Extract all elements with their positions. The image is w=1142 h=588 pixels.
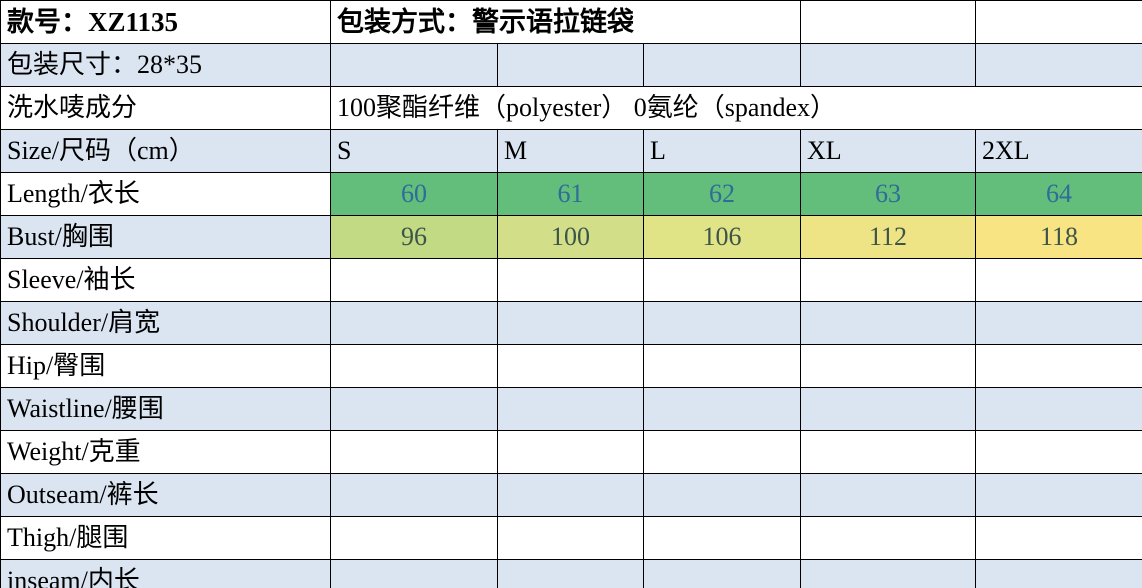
cell-empty (642, 430, 802, 474)
cell-empty (975, 0, 1142, 44)
cell-empty (497, 430, 644, 474)
cell-length-value: 61 (497, 172, 644, 216)
cell-empty (497, 301, 644, 345)
row-size-header: Size/尺码（cm） S M L XL 2XL (0, 129, 1142, 173)
row-style-number: 款号：XZ1135 包装方式：警示语拉链袋 (0, 0, 1142, 44)
cell-empty (800, 516, 977, 560)
row-shoulder: Shoulder/肩宽 (0, 301, 1142, 345)
cell-length-value: 63 (800, 172, 977, 216)
cell-packing-size: 包装尺寸：28*35 (0, 43, 331, 87)
cell-measure-label: Waistline/腰围 (0, 387, 331, 431)
cell-style-number: 款号：XZ1135 (0, 0, 331, 44)
cell-empty (975, 430, 1142, 474)
cell-empty (330, 301, 498, 345)
cell-empty (497, 43, 644, 87)
cell-empty (800, 0, 977, 44)
cell-empty (330, 430, 498, 474)
cell-length-value: 64 (975, 172, 1142, 216)
cell-empty (975, 473, 1142, 517)
cell-measure-label: Sleeve/袖长 (0, 258, 331, 302)
cell-bust-value: 112 (800, 215, 977, 259)
row-waistline: Waistline/腰围 (0, 387, 1142, 431)
cell-measure-label: inseam/内长 (0, 559, 331, 588)
cell-length-value: 60 (330, 172, 498, 216)
cell-empty (975, 301, 1142, 345)
cell-empty (800, 430, 977, 474)
cell-size-header-label: Size/尺码（cm） (0, 129, 331, 173)
cell-length-value: 62 (642, 172, 802, 216)
cell-size-s: S (330, 129, 498, 173)
cell-empty (800, 387, 977, 431)
cell-size-m: M (497, 129, 644, 173)
cell-empty (497, 473, 644, 517)
cell-empty (642, 301, 802, 345)
cell-empty (975, 344, 1142, 388)
cell-composition: 100聚酯纤维（polyester） 0氨纶（spandex） (329, 86, 1142, 130)
cell-empty (497, 344, 644, 388)
cell-empty (642, 559, 802, 588)
cell-empty (330, 516, 498, 560)
row-weight: Weight/克重 (0, 430, 1142, 474)
cell-empty (330, 559, 498, 588)
cell-bust-value: 96 (330, 215, 498, 259)
cell-length-label: Length/衣长 (0, 172, 331, 216)
cell-empty (800, 258, 977, 302)
cell-size-l: L (642, 129, 802, 173)
cell-empty (497, 559, 644, 588)
row-sleeve: Sleeve/袖长 (0, 258, 1142, 302)
cell-empty (975, 559, 1142, 588)
row-wash-label: 洗水唛成分 100聚酯纤维（polyester） 0氨纶（spandex） (0, 86, 1142, 130)
cell-empty (497, 516, 644, 560)
row-packing-size: 包装尺寸：28*35 (0, 43, 1142, 87)
cell-empty (642, 43, 802, 87)
cell-empty (330, 258, 498, 302)
cell-bust-value: 118 (975, 215, 1142, 259)
cell-bust-label: Bust/胸围 (0, 215, 331, 259)
cell-empty (497, 387, 644, 431)
row-length: Length/衣长 60 61 62 63 64 (0, 172, 1142, 216)
cell-empty (330, 387, 498, 431)
cell-packing-method: 包装方式：警示语拉链袋 (329, 0, 802, 44)
cell-empty (642, 258, 802, 302)
cell-empty (642, 387, 802, 431)
cell-empty (800, 301, 977, 345)
cell-measure-label: Thigh/腿围 (0, 516, 331, 560)
cell-wash-label-title: 洗水唛成分 (0, 86, 331, 130)
cell-empty (975, 516, 1142, 560)
cell-empty (642, 473, 802, 517)
cell-size-2xl: 2XL (975, 129, 1142, 173)
cell-empty (330, 43, 498, 87)
cell-empty (800, 344, 977, 388)
row-inseam: inseam/内长 (0, 559, 1142, 588)
row-outseam: Outseam/裤长 (0, 473, 1142, 517)
cell-empty (330, 473, 498, 517)
cell-empty (642, 344, 802, 388)
cell-measure-label: Outseam/裤长 (0, 473, 331, 517)
cell-measure-label: Shoulder/肩宽 (0, 301, 331, 345)
cell-empty (800, 473, 977, 517)
cell-measure-label: Hip/臀围 (0, 344, 331, 388)
cell-measure-label: Weight/克重 (0, 430, 331, 474)
cell-bust-value: 106 (642, 215, 802, 259)
cell-size-xl: XL (800, 129, 977, 173)
cell-bust-value: 100 (497, 215, 644, 259)
cell-empty (330, 344, 498, 388)
cell-empty (642, 516, 802, 560)
row-bust: Bust/胸围 96 100 106 112 118 (0, 215, 1142, 259)
cell-empty (975, 387, 1142, 431)
cell-empty (800, 559, 977, 588)
cell-empty (975, 258, 1142, 302)
row-thigh: Thigh/腿围 (0, 516, 1142, 560)
row-hip: Hip/臀围 (0, 344, 1142, 388)
cell-empty (497, 258, 644, 302)
cell-empty (800, 43, 977, 87)
cell-empty (975, 43, 1142, 87)
